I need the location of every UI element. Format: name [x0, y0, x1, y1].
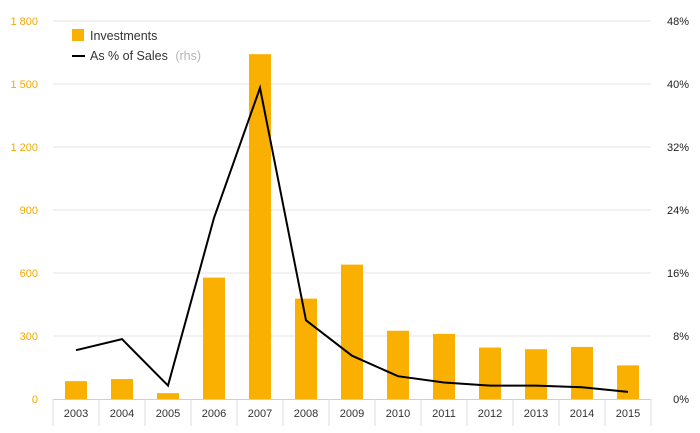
x-tick-label: 2011 [432, 408, 456, 420]
y-left-tick-label: 300 [20, 331, 38, 343]
x-tick-label: 2014 [570, 408, 594, 420]
y-right-tick-label: 0% [673, 394, 689, 406]
bar-investments [433, 333, 455, 399]
y-right-tick-label: 48% [667, 16, 689, 28]
bar-investments [617, 365, 639, 399]
x-tick-label: 2012 [478, 408, 502, 420]
bar-investments [571, 346, 593, 399]
x-tick-label: 2010 [386, 408, 410, 420]
bar-investments [387, 330, 409, 399]
y-left-tick-label: 900 [20, 205, 38, 217]
bar-investments [111, 379, 133, 399]
x-tick-label: 2009 [340, 408, 364, 420]
legend-label-sales-pct: As % of Sales (rhs) [90, 49, 201, 63]
y-right-tick-label: 32% [667, 142, 689, 154]
bar-series [65, 54, 639, 400]
y-right-tick-label: 24% [667, 205, 689, 217]
y-left-tick-label: 1 500 [10, 79, 38, 91]
y-right-tick-label: 16% [667, 268, 689, 280]
legend: Investments As % of Sales (rhs) [72, 29, 201, 63]
axes: 0 300 600 900 1 200 1 500 1 800 0% 8% 16% 24% 32% 40… [10, 16, 689, 426]
x-tick-label: 2003 [64, 408, 88, 420]
bar-investments [525, 349, 547, 399]
x-tick-label: 2006 [202, 408, 226, 420]
bar-investments [203, 277, 225, 399]
y-left-tick-label: 1 800 [10, 16, 38, 28]
x-tick-label: 2013 [524, 408, 548, 420]
legend-label-investments: Investments [90, 29, 157, 43]
x-tick-label: 2007 [248, 408, 272, 420]
legend-label-sales-pct-suffix: (rhs) [175, 49, 201, 63]
x-tick-label: 2015 [616, 408, 640, 420]
bar-investments [341, 264, 363, 399]
legend-swatch-investments [72, 29, 84, 41]
bar-investments [295, 298, 317, 399]
legend-label-sales-pct-main: As % of Sales [90, 49, 168, 63]
grid-lines [53, 20, 651, 337]
line-series [75, 84, 629, 393]
x-tick-label: 2005 [156, 408, 180, 420]
y-right-tick-label: 8% [673, 331, 689, 343]
bar-investments [65, 381, 87, 399]
bar-investments [157, 393, 179, 399]
y-right-tick-label: 40% [667, 79, 689, 91]
bar-investments [479, 347, 501, 399]
y-left-tick-label: 0 [32, 394, 38, 406]
x-tick-label: 2004 [110, 408, 134, 420]
bar-investments [249, 54, 271, 400]
x-tick-label: 2008 [294, 408, 318, 420]
y-left-tick-label: 1 200 [10, 142, 38, 154]
y-left-tick-label: 600 [20, 268, 38, 280]
